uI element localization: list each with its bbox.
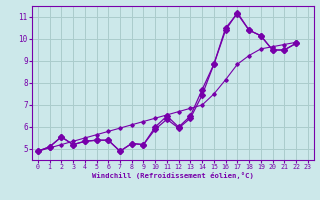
X-axis label: Windchill (Refroidissement éolien,°C): Windchill (Refroidissement éolien,°C) [92,172,254,179]
